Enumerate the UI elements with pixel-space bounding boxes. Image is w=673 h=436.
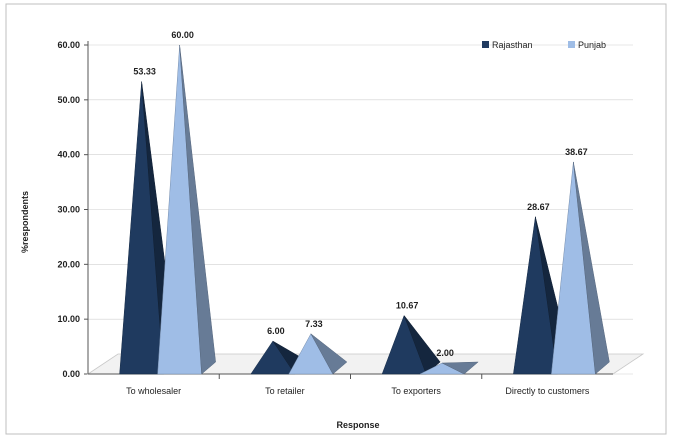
y-tick-label: 50.00 (57, 95, 80, 105)
data-label: 7.33 (305, 319, 323, 329)
data-label: 28.67 (527, 202, 550, 212)
legend-label-rajasthan: Rajasthan (492, 40, 533, 50)
legend-label-punjab: Punjab (578, 40, 606, 50)
legend-swatch-rajasthan (482, 41, 489, 48)
y-tick-label: 10.00 (57, 314, 80, 324)
y-tick-label: 20.00 (57, 259, 80, 269)
data-label: 38.67 (565, 147, 588, 157)
bar-punjab-2 (420, 361, 479, 375)
y-tick-label: 40.00 (57, 150, 80, 160)
bar-punjab-0 (157, 44, 216, 375)
bar-punjab-1 (288, 333, 348, 375)
x-tick-label: To exporters (391, 386, 441, 396)
x-axis-label: Response (336, 420, 379, 430)
bar-punjab-3 (551, 161, 610, 375)
y-tick-label: 0.00 (62, 369, 80, 379)
chart-border (5, 3, 667, 435)
x-tick-label: Directly to customers (505, 386, 590, 396)
y-tick-label: 30.00 (57, 205, 80, 215)
data-label: 10.67 (396, 300, 419, 310)
y-axis-label: %respondents (20, 191, 30, 253)
data-label: 2.00 (436, 348, 454, 358)
x-tick-label: To wholesaler (126, 386, 181, 396)
data-label: 53.33 (133, 67, 156, 77)
x-tick-label: To retailer (265, 386, 305, 396)
legend-swatch-punjab (568, 41, 575, 48)
data-label: 60.00 (171, 30, 194, 40)
y-tick-label: 60.00 (57, 40, 80, 50)
data-label: 6.00 (267, 326, 285, 336)
bar-rajasthan-2 (381, 314, 441, 375)
